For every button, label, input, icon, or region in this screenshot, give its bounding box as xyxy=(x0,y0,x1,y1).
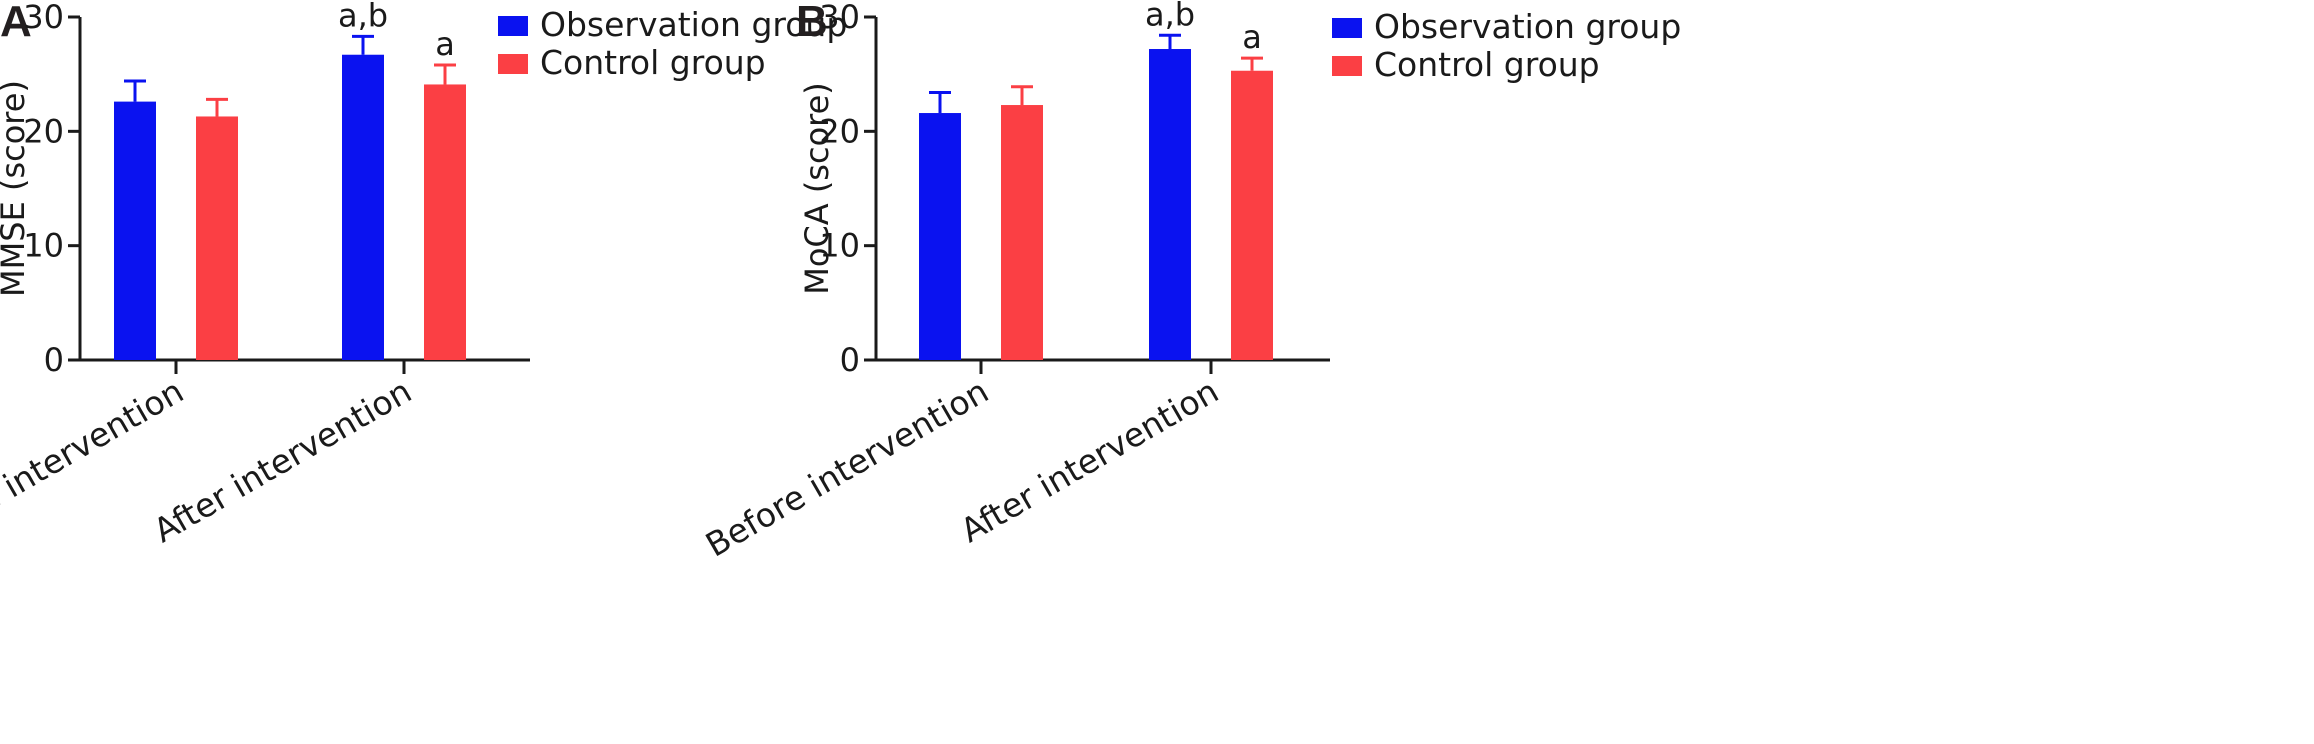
x-category-label: After intervention xyxy=(954,371,1225,550)
legend-swatch xyxy=(1332,56,1362,76)
y-tick-label: 10 xyxy=(23,227,64,265)
panel-letter: B xyxy=(796,0,828,46)
significance-annotation: a xyxy=(1242,18,1262,56)
bar-control-group xyxy=(1231,70,1273,360)
legend-label: Observation group xyxy=(1374,7,1681,46)
x-category-label: After intervention xyxy=(147,371,418,550)
y-tick-label: 20 xyxy=(23,112,64,150)
legend-swatch xyxy=(1332,18,1362,38)
y-tick-label: 20 xyxy=(819,112,860,150)
chart-panel-b: B 0 10 20 30 MoCA (score) Before interventionA… xyxy=(699,0,1681,565)
x-category-label: Before intervention xyxy=(699,371,995,564)
y-axis-title: MoCA (score) xyxy=(798,82,836,295)
legend-label: Control group xyxy=(540,43,766,82)
panel-letter: A xyxy=(0,0,32,46)
significance-annotation: a xyxy=(435,25,455,63)
bar-observation-group xyxy=(919,113,961,360)
significance-annotation: a,b xyxy=(338,0,388,34)
bar-observation-group xyxy=(342,54,384,360)
bar-control-group xyxy=(1001,105,1043,360)
y-tick-label: 0 xyxy=(44,341,64,379)
legend-swatch xyxy=(498,16,528,36)
legend-swatch xyxy=(498,54,528,74)
legend-label: Control group xyxy=(1374,45,1600,84)
y-tick-label: 10 xyxy=(819,227,860,265)
bar-control-group xyxy=(424,84,466,360)
y-axis-title: MMSE (score) xyxy=(0,80,32,297)
bar-observation-group xyxy=(114,101,156,361)
bar-observation-group xyxy=(1149,49,1191,360)
bar-control-group xyxy=(196,116,238,360)
significance-annotation: a,b xyxy=(1145,0,1195,33)
y-tick-label: 30 xyxy=(819,0,860,36)
y-tick-label: 0 xyxy=(840,341,860,379)
legend-label: Observation group xyxy=(540,5,847,44)
y-tick-label: 30 xyxy=(23,0,64,36)
